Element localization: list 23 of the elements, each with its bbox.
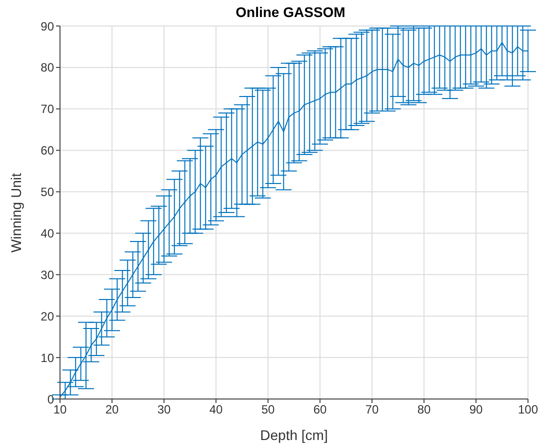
x-axis-title: Depth [cm] bbox=[260, 427, 328, 443]
x-tick-label: 90 bbox=[469, 402, 483, 417]
y-tick-label: 10 bbox=[40, 350, 54, 365]
y-tick-label: 80 bbox=[40, 60, 54, 75]
y-tick-label: 90 bbox=[40, 19, 54, 34]
y-axis-title: Winning Unit bbox=[8, 173, 24, 252]
x-tick-label: 50 bbox=[261, 402, 275, 417]
y-tick-label: 40 bbox=[40, 226, 54, 240]
x-tick-label: 100 bbox=[518, 402, 538, 417]
x-tick-label: 30 bbox=[157, 402, 171, 417]
y-tick-label: 50 bbox=[40, 185, 54, 200]
x-tick-label: 20 bbox=[105, 402, 119, 417]
x-tick-label: 70 bbox=[365, 402, 379, 417]
chart-title: Online GASSOM bbox=[234, 4, 346, 20]
x-tick-label: 10 bbox=[53, 402, 67, 417]
x-tick-label: 40 bbox=[209, 402, 223, 417]
y-tick-label: 0 bbox=[47, 392, 54, 406]
x-tick-label: 80 bbox=[417, 402, 431, 417]
x-tick-label: 60 bbox=[313, 402, 327, 417]
y-tick-label: 60 bbox=[40, 144, 54, 158]
y-tick-label: 70 bbox=[40, 102, 54, 116]
y-tick-label: 30 bbox=[40, 268, 54, 282]
y-tick-label: 20 bbox=[40, 309, 54, 324]
